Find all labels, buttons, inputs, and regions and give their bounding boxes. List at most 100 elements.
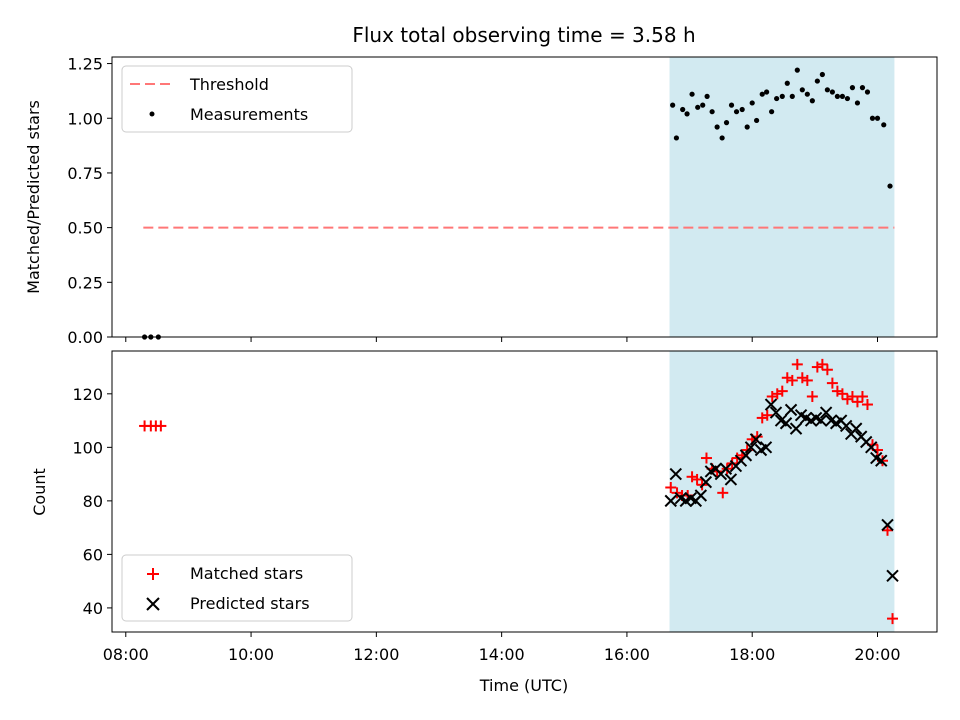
predicted-point-16 xyxy=(744,441,758,454)
predicted-point-37 xyxy=(849,422,863,435)
bottom-xtick-label-6: 20:00 xyxy=(854,645,900,664)
predicted-point-30 xyxy=(814,414,828,427)
bottom-xtick-label-4: 16:00 xyxy=(604,645,650,664)
measurement-point-11 xyxy=(709,109,715,115)
matched-point-41 xyxy=(851,396,863,408)
measurement-point-45 xyxy=(881,122,887,128)
predicted-point-b-17 xyxy=(749,433,763,446)
predicted-point-b-26 xyxy=(794,409,808,422)
bottom-ytick-label-4: 120 xyxy=(72,385,103,404)
matched-point-14 xyxy=(717,487,729,499)
legend-measurements-label: Measurements xyxy=(190,105,308,124)
bottom-x-axis: 08:00 10:00 12:00 14:00 16:00 18:00 20:00 xyxy=(103,632,901,664)
matched-point-3 xyxy=(155,420,167,432)
matched-point-28 xyxy=(786,374,798,386)
measurement-point-38 xyxy=(844,95,851,102)
bottom-plot-frame xyxy=(111,350,938,633)
measurement-point-34 xyxy=(824,87,830,93)
measurement-point-17 xyxy=(739,106,745,113)
legend-threshold-label: Threshold xyxy=(189,75,269,94)
predicted-point-b-6 xyxy=(694,489,708,502)
measurement-point-19 xyxy=(749,100,755,106)
legend-matched-label: Matched stars xyxy=(190,564,303,583)
measurement-point-3 xyxy=(670,102,676,108)
predicted-point-43 xyxy=(881,518,894,532)
top-panel: 0.00 0.25 0.50 0.75 1.00 1.25 Matched/Predict… xyxy=(24,55,938,347)
matched-point-40 xyxy=(846,390,858,402)
bottom-y-axis: 40 60 80 100 120 xyxy=(72,385,112,618)
bottom-xtick-label-3: 14:00 xyxy=(479,645,525,664)
predicted-point-17 xyxy=(749,433,763,446)
predicted-point-20 xyxy=(764,398,778,411)
predicted-point-b-12 xyxy=(724,473,738,486)
legend-matched-swatch xyxy=(147,568,159,580)
matched-point-4 xyxy=(665,481,677,493)
predicted-point-b-1 xyxy=(669,467,682,481)
matched-point-36 xyxy=(826,377,838,389)
predicted-point-b-25 xyxy=(789,422,803,435)
measurement-point-28 xyxy=(794,67,800,73)
legend-measurements-swatch xyxy=(149,111,155,117)
predicted-stars-series xyxy=(664,398,899,583)
predicted-point-15 xyxy=(739,449,753,462)
predicted-point-b-37 xyxy=(849,422,863,435)
measurement-point-13 xyxy=(719,135,725,141)
predicted-point-1 xyxy=(669,467,682,481)
predicted-point-b-31 xyxy=(819,406,833,419)
top-ytick-label-4: 1.00 xyxy=(67,109,103,128)
measurement-point-41 xyxy=(859,85,866,91)
top-legend: Threshold Measurements xyxy=(121,65,353,133)
measurement-point-42 xyxy=(864,89,871,95)
predicted-point-b-20 xyxy=(764,398,778,411)
measurement-point-16 xyxy=(733,109,740,115)
top-y-axis-label: Matched/Predicted stars xyxy=(24,100,43,294)
legend-predicted-swatch xyxy=(146,597,160,611)
measurement-point-27 xyxy=(789,93,795,99)
bottom-ytick-label-2: 80 xyxy=(83,492,103,511)
measurement-point-36 xyxy=(834,93,840,99)
measurement-point-21 xyxy=(759,91,765,97)
measurement-point-15 xyxy=(728,102,735,108)
bottom-ytick-label-1: 60 xyxy=(83,545,103,564)
measurement-point-12 xyxy=(714,124,720,130)
bottom-xtick-label-0: 08:00 xyxy=(103,645,149,664)
predicted-point-b-42 xyxy=(875,454,888,467)
legend-predicted-label: Predicted stars xyxy=(190,594,310,613)
x-axis-label: Time (UTC) xyxy=(479,676,568,695)
measurement-point-14 xyxy=(723,120,730,126)
predicted-point-7 xyxy=(699,475,713,489)
predicted-point-b-0 xyxy=(664,494,677,508)
predicted-point-b-24 xyxy=(784,403,798,417)
predicted-point-b-11 xyxy=(719,462,733,475)
predicted-point-b-32 xyxy=(824,414,838,427)
matched-point-31 xyxy=(801,374,813,386)
predicted-point-11 xyxy=(719,462,733,475)
top-ytick-label-0: 0.00 xyxy=(67,328,103,347)
bottom-xtick-label-1: 10:00 xyxy=(228,645,274,664)
measurement-point-31 xyxy=(809,98,815,104)
matched-point-26 xyxy=(776,385,788,397)
measurement-point-22 xyxy=(764,89,770,95)
predicted-point-b-27 xyxy=(799,411,813,425)
predicted-point-42 xyxy=(875,454,888,467)
measurement-point-37 xyxy=(839,93,846,99)
predicted-point-b-35 xyxy=(839,419,853,433)
measurement-point-32 xyxy=(814,78,820,84)
matched-point-23 xyxy=(761,409,773,421)
matched-point-9 xyxy=(691,473,703,485)
measurement-point-39 xyxy=(849,85,856,91)
top-y-axis: 0.00 0.25 0.50 0.75 1.00 1.25 xyxy=(67,55,112,347)
predicted-point-0 xyxy=(664,494,677,508)
top-legend-frame xyxy=(121,65,353,133)
predicted-point-25 xyxy=(789,422,803,435)
matched-point-34 xyxy=(816,358,828,370)
measurement-point-5 xyxy=(680,106,686,113)
bottom-y-axis-label: Count xyxy=(30,468,49,516)
predicted-point-b-15 xyxy=(739,449,753,462)
predicted-point-6 xyxy=(694,489,708,502)
measurement-point-9 xyxy=(700,102,706,108)
measurement-point-35 xyxy=(829,89,835,95)
predicted-point-b-4 xyxy=(684,491,698,505)
bottom-ytick-label-0: 40 xyxy=(83,599,103,618)
predicted-point-35 xyxy=(839,419,853,433)
